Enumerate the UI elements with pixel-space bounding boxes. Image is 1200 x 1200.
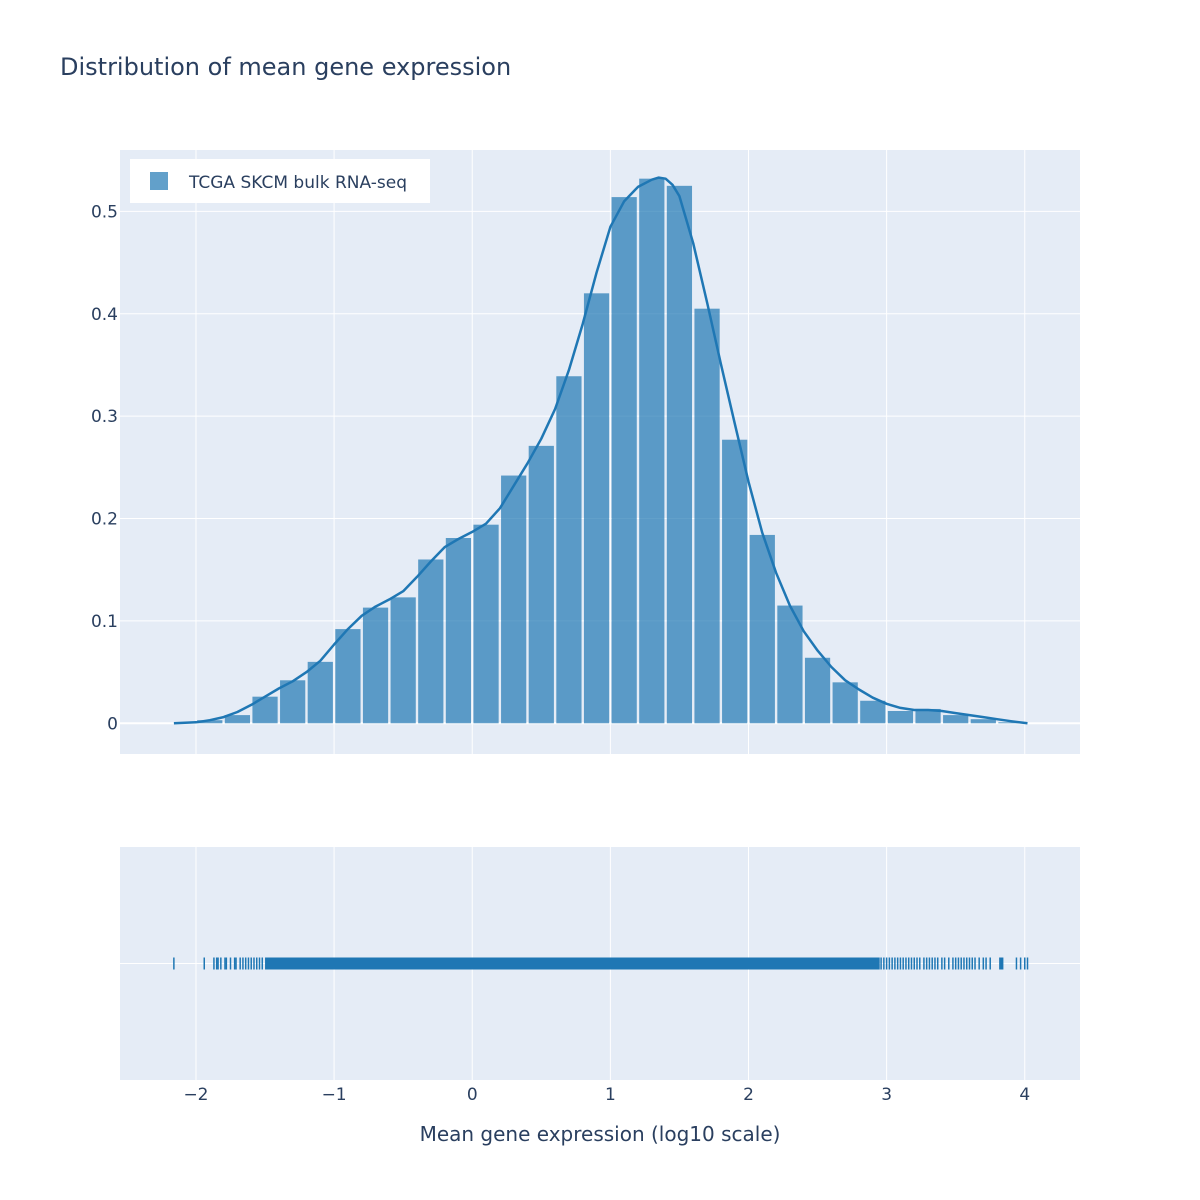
x-tick-label: 4 bbox=[1019, 1085, 1030, 1105]
legend-swatch bbox=[150, 172, 168, 190]
y-tick-label: 0 bbox=[107, 714, 118, 734]
histogram-bar bbox=[445, 537, 472, 724]
x-tick-label: 3 bbox=[881, 1085, 892, 1105]
histogram-bar bbox=[639, 178, 665, 724]
histogram-bar bbox=[804, 657, 831, 724]
x-tick-label: −1 bbox=[322, 1085, 347, 1105]
histogram-bar bbox=[694, 308, 720, 724]
histogram-bar bbox=[418, 559, 444, 724]
histogram-bar bbox=[501, 475, 527, 724]
histogram-bars bbox=[197, 178, 1024, 724]
rug-marks bbox=[173, 957, 1029, 970]
histogram-bar bbox=[970, 719, 996, 724]
y-tick-label: 0.5 bbox=[91, 202, 118, 222]
legend-label-tcga-skcm: TCGA SKCM bulk RNA-seq bbox=[188, 173, 407, 193]
histogram-bar bbox=[280, 680, 306, 724]
y-axis-ticks: 0 0.1 0.2 0.3 0.4 0.5 bbox=[91, 202, 118, 734]
histogram-bar bbox=[722, 439, 748, 724]
x-axis-title: Mean gene expression (log10 scale) bbox=[420, 1122, 781, 1146]
histogram-bar bbox=[390, 597, 416, 724]
histogram-bar bbox=[860, 700, 886, 724]
histogram-bar bbox=[887, 711, 914, 724]
histogram-bar bbox=[915, 708, 941, 724]
x-axis-ticks: −2 −1 0 1 2 3 4 bbox=[183, 1085, 1030, 1105]
histogram-bar bbox=[528, 445, 554, 724]
histogram-bar bbox=[224, 715, 251, 724]
legend-box bbox=[130, 159, 430, 203]
y-tick-label: 0.3 bbox=[91, 407, 118, 427]
histogram-bar bbox=[473, 524, 499, 724]
histogram-bar bbox=[362, 607, 389, 724]
x-tick-label: 1 bbox=[605, 1085, 616, 1105]
kde-line bbox=[173, 176, 1028, 725]
y-tick-label: 0.2 bbox=[91, 510, 118, 530]
histogram-bar bbox=[197, 720, 223, 724]
rug-dense-band bbox=[265, 957, 880, 970]
x-tick-label: 0 bbox=[467, 1085, 478, 1105]
legend[interactable]: TCGA SKCM bulk RNA-seq bbox=[130, 159, 430, 203]
histogram-bar bbox=[749, 534, 775, 724]
histogram-bar bbox=[335, 629, 361, 724]
histogram-bar bbox=[583, 293, 610, 724]
y-tick-label: 0.1 bbox=[91, 612, 118, 632]
density-curve bbox=[173, 176, 1028, 725]
histogram-bar bbox=[611, 197, 637, 724]
x-tick-label: −2 bbox=[183, 1085, 208, 1105]
chart-title: Distribution of mean gene expression bbox=[60, 53, 511, 81]
y-tick-label: 0.4 bbox=[91, 305, 118, 325]
histogram-bar bbox=[998, 722, 1024, 724]
histogram-bar bbox=[777, 605, 803, 724]
histogram-bar bbox=[556, 376, 582, 724]
histogram-bar bbox=[832, 682, 858, 724]
x-tick-label: 2 bbox=[743, 1085, 754, 1105]
histogram-bar bbox=[307, 661, 333, 724]
histogram-bar bbox=[666, 185, 693, 724]
histogram-bar bbox=[943, 715, 969, 724]
